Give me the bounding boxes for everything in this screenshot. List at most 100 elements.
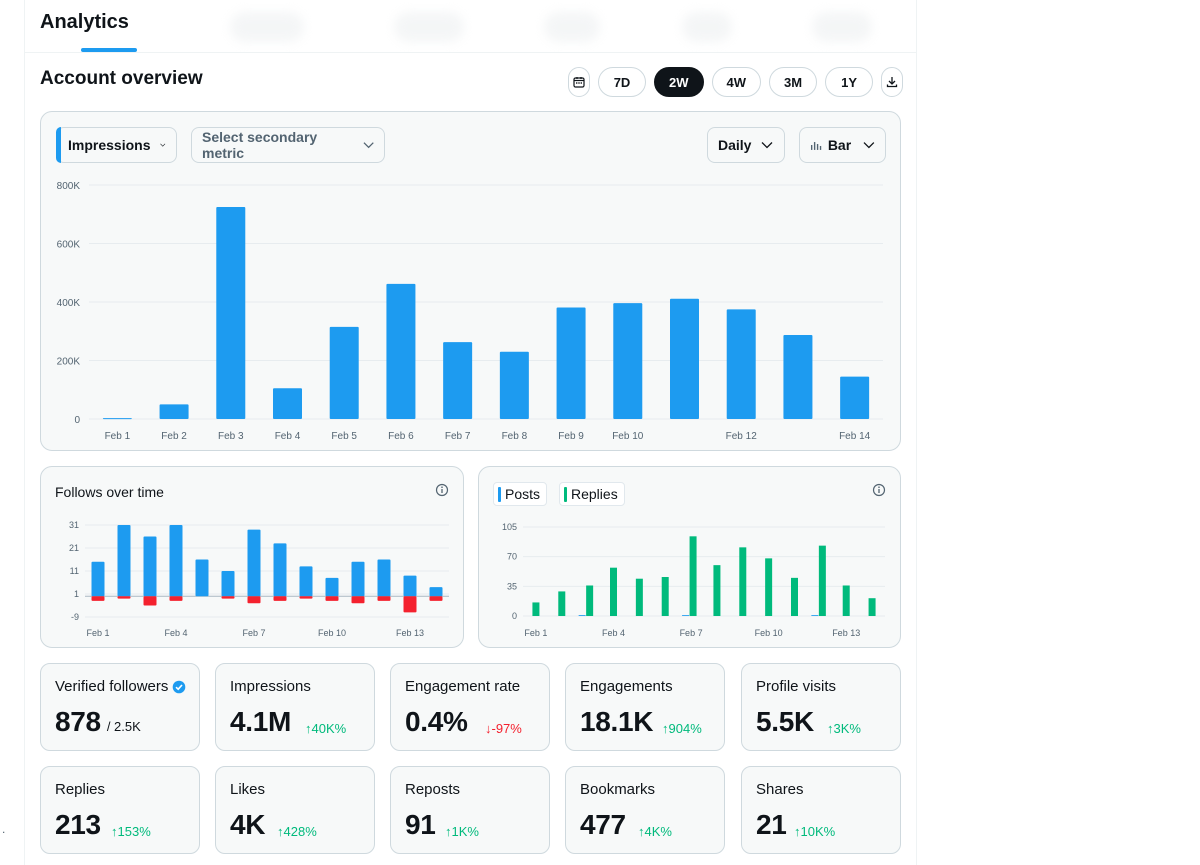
tab-blurred-1[interactable] (230, 12, 304, 42)
stat-value: 213 (55, 809, 101, 840)
bar-chart-icon (810, 142, 822, 150)
bar-replies (791, 577, 798, 616)
stat-change: ↑904% (662, 721, 702, 736)
bar-feb-12 (726, 309, 756, 419)
bar-unfollows (273, 596, 287, 601)
bar-replies (558, 591, 566, 616)
info-icon[interactable] (872, 483, 886, 497)
tab-blurred-3[interactable] (544, 12, 600, 42)
x-tick-label: Feb 8 (502, 431, 528, 442)
stat-label: Reposts (405, 781, 461, 798)
stat-likes[interactable]: Likes 4K ↑428% (215, 766, 375, 854)
tab-analytics[interactable]: Analytics (40, 11, 129, 33)
chart-type-select[interactable]: Bar (799, 127, 886, 163)
stat-value: 477 (580, 809, 626, 840)
bar-feb-8 (499, 351, 529, 419)
bar-follows (195, 559, 209, 597)
stat-change: ↓-97% (485, 721, 522, 736)
bar-replies (635, 578, 643, 616)
follows-chart-title: Follows over time (55, 484, 164, 500)
bar-unfollows (299, 596, 313, 599)
x-tick-label: Feb 12 (726, 431, 758, 442)
y-tick-label: 600K (57, 240, 81, 251)
legend-posts[interactable]: Posts (493, 482, 548, 506)
bar-replies (765, 558, 773, 616)
range-4w[interactable]: 4W (711, 67, 761, 97)
x-tick-label: Feb 5 (331, 431, 357, 442)
info-icon[interactable] (435, 483, 449, 497)
bar-replies (610, 567, 617, 616)
stat-extra: / 2.5K (106, 719, 141, 734)
bar-follows (91, 561, 105, 597)
stat-shares[interactable]: Shares 21 ↑10K% (741, 766, 901, 854)
y-tick-label: 200K (57, 357, 81, 368)
x-tick-label: Feb 7 (445, 431, 471, 442)
stat-value: 18.1K (580, 706, 654, 737)
secondary-metric-select[interactable]: Select secondary metric (191, 127, 385, 163)
x-tick-label: Feb 1 (524, 628, 547, 638)
stat-change: ↑1K% (445, 824, 479, 839)
stat-value-text: 878 (55, 706, 101, 737)
range-1y[interactable]: 1Y (825, 67, 874, 97)
x-tick-label: Feb 6 (388, 431, 414, 442)
stat-profile-visits[interactable]: Profile visits 5.5K ↑3K% (741, 663, 901, 751)
bar-follows (429, 587, 443, 597)
bar-feb-3 (216, 206, 246, 419)
chevron-down-icon (363, 142, 374, 149)
range-2w[interactable]: 2W (654, 67, 704, 97)
chevron-down-icon (762, 142, 773, 149)
stat-reposts[interactable]: Reposts 91 ↑1K% (390, 766, 550, 854)
bar-posts (811, 615, 819, 616)
y-tick-label: 105 (502, 522, 517, 532)
bar-feb-11 (670, 298, 699, 419)
tab-blurred-5[interactable] (812, 12, 872, 42)
stat-label: Likes (230, 781, 266, 798)
range-3m[interactable]: 3M (769, 67, 818, 97)
secondary-metric-placeholder: Select secondary metric (202, 129, 318, 161)
stat-label: Bookmarks (580, 781, 656, 798)
bar-unfollows (325, 596, 339, 601)
bar-follows (325, 577, 339, 597)
stat-change: ↑153% (111, 824, 151, 839)
y-tick-label: 31 (69, 520, 79, 530)
stat-value: 91 (405, 809, 436, 840)
x-tick-label: Feb 4 (602, 628, 625, 638)
x-tick-label: Feb 7 (242, 628, 265, 638)
chevron-down-icon (160, 143, 166, 147)
stat-verified-followers[interactable]: Verified followers 878 / 2.5K (40, 663, 200, 751)
tab-blurred-4[interactable] (682, 12, 732, 42)
stat-bookmarks[interactable]: Bookmarks 477 ↑4K% (565, 766, 725, 854)
stat-engagement-rate[interactable]: Engagement rate 0.4% ↓-97% (390, 663, 550, 751)
interval-select[interactable]: Daily (707, 127, 785, 163)
range-7d[interactable]: 7D (598, 67, 646, 97)
download-icon (886, 77, 898, 88)
bar-unfollows (377, 596, 391, 601)
primary-metric-select[interactable]: Impressions (56, 127, 177, 163)
bar-feb-10 (613, 303, 643, 419)
tab-bar: Analytics (24, 0, 917, 53)
bar-feb-7 (443, 342, 473, 419)
posts-replies-chart-card: Posts Replies 0 35 70 105 Feb 1 Feb 4 Feb 7 Feb… (478, 466, 901, 648)
download-button[interactable] (881, 67, 904, 97)
x-tick-label: Feb 9 (558, 431, 584, 442)
bar-follows (351, 561, 365, 597)
bar-posts (682, 615, 690, 616)
stat-replies[interactable]: Replies 213 ↑153% (40, 766, 200, 854)
bar-replies (868, 598, 876, 616)
stat-engagements[interactable]: Engagements 18.1K ↑904% (565, 663, 725, 751)
bar-feb-4 (273, 388, 302, 419)
stat-impressions[interactable]: Impressions 4.1M ↑40K% (215, 663, 375, 751)
calendar-button[interactable] (568, 67, 590, 97)
tab-blurred-2[interactable] (394, 12, 464, 42)
bar-unfollows (351, 596, 365, 604)
bar-replies (842, 585, 850, 616)
tab-active-indicator (81, 48, 137, 52)
x-tick-label: Feb 1 (105, 431, 131, 442)
x-tick-label: Feb 1 (86, 628, 109, 638)
stat-change: ↑4K% (638, 824, 672, 839)
bar-replies (713, 565, 721, 616)
legend-replies[interactable]: Replies (559, 482, 625, 506)
primary-metric-label: Impressions (68, 137, 151, 153)
stat-value: 5.5K (756, 706, 814, 737)
y-tick-label: 400K (57, 298, 81, 309)
